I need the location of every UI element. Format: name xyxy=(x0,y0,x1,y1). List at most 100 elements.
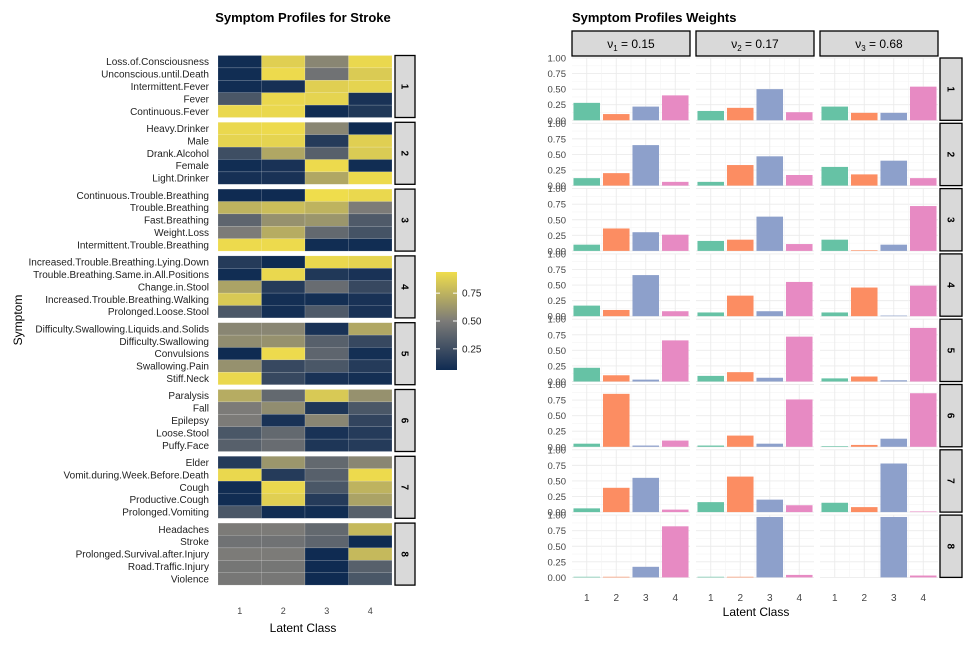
weights-panel xyxy=(572,318,690,382)
weight-symbol: ν xyxy=(855,37,861,51)
heatmap-cell xyxy=(261,522,306,536)
heatmap-cell xyxy=(304,347,349,361)
heatmap-cell xyxy=(304,171,349,185)
symptom-label: Prolonged.Loose.Stool xyxy=(108,307,209,318)
heatmap-cell xyxy=(217,134,262,148)
weight-bar xyxy=(785,175,813,186)
heatmap-cell xyxy=(304,292,349,306)
heatmap-cell xyxy=(348,122,393,135)
weights-row-2: 0.00 0.25 0.50 0.75 1.00 2 xyxy=(548,119,963,192)
weights-y-tick-label: 0.50 xyxy=(548,542,567,553)
symptom-label: Continuous.Trouble.Breathing xyxy=(77,191,210,202)
weight-bar xyxy=(821,106,849,121)
heatmap-cell xyxy=(261,334,306,348)
heatmap-cell xyxy=(348,201,393,215)
symptom-label: Weight.Loss xyxy=(154,228,209,239)
colorbar-tick-label: 0.75 xyxy=(462,289,482,300)
weight-bar xyxy=(573,508,601,513)
weights-row-label: 3 xyxy=(945,217,956,223)
weights-row-label: 7 xyxy=(945,478,956,484)
symptom-label: Change.in.Stool xyxy=(138,282,209,293)
weights-panel xyxy=(696,384,814,448)
symptom-label: Loose.Stool xyxy=(156,428,209,439)
heatmap-cell xyxy=(304,493,349,507)
heatmap-cell xyxy=(348,426,393,440)
heatmap-cell xyxy=(304,67,349,81)
heatmap-cell xyxy=(304,255,349,269)
heatmap-panel-label: 6 xyxy=(399,418,410,424)
weights-panel xyxy=(820,122,938,187)
weights-y-tick-label: 1.00 xyxy=(548,54,567,65)
weight-symbol: ν xyxy=(731,37,737,51)
heatmap-cell xyxy=(304,146,349,160)
weights-y-tick-label: 0.25 xyxy=(548,492,567,503)
heatmap-panel-strip xyxy=(394,188,416,252)
symptom-label: Violence xyxy=(171,574,210,585)
weight-bar xyxy=(880,516,908,578)
weight-subscript: 1 xyxy=(613,44,618,53)
heatmap-cell xyxy=(261,505,306,519)
weight-bar xyxy=(785,112,813,121)
weight-bar xyxy=(821,446,849,447)
weight-bar xyxy=(909,285,937,317)
weights-y-tick-label: 0.50 xyxy=(548,411,567,422)
heatmap-panel-label: 7 xyxy=(399,485,410,491)
weight-bar xyxy=(697,110,725,121)
heatmap-panel-5: Difficulty.Swallowing.Liquids.and.Solids… xyxy=(35,322,416,386)
heatmap-cell xyxy=(261,572,306,586)
heatmap-cell xyxy=(348,522,393,536)
weight-bar xyxy=(573,178,601,186)
weight-bar xyxy=(632,232,660,251)
heatmap-cell xyxy=(304,572,349,586)
heatmap-cell xyxy=(348,334,393,348)
weights-row-3: 0.00 0.25 0.50 0.75 1.00 3 xyxy=(548,184,963,257)
heatmap-cell xyxy=(217,292,262,306)
weight-bar xyxy=(880,463,908,513)
heatmap-cell xyxy=(261,188,306,202)
heatmap-cell xyxy=(304,104,349,118)
symptom-label: Puffy.Face xyxy=(162,441,209,452)
heatmap-cell xyxy=(348,372,393,385)
weights-y-tick-label: 1.00 xyxy=(548,315,567,326)
symptom-label: Increased.Trouble.Breathing.Walking xyxy=(45,295,209,306)
heatmap-cell xyxy=(348,468,393,482)
heatmap-cell xyxy=(348,238,393,252)
weight-bar xyxy=(632,275,660,317)
weights-row-8: 0.00 0.25 0.50 0.75 1.00 8 xyxy=(548,511,963,584)
weights-x-tick-label: 2 xyxy=(737,593,743,604)
heatmap-panel-label: 3 xyxy=(399,217,410,223)
heatmap-cell xyxy=(348,159,393,173)
weight-bar xyxy=(573,244,601,251)
heatmap-panel-label: 1 xyxy=(399,84,410,90)
symptom-label: Paralysis xyxy=(168,391,209,402)
heatmap-panel-strip xyxy=(394,54,416,119)
weight-bar xyxy=(632,566,660,578)
weight-bar xyxy=(821,239,849,251)
heatmap-cell xyxy=(217,268,262,281)
weight-bar xyxy=(602,487,630,513)
weight-bar xyxy=(880,160,908,186)
heatmap-cell xyxy=(217,560,262,573)
heatmap-cell xyxy=(217,159,262,173)
heatmap-title: Symptom Profiles for Stroke xyxy=(215,10,391,25)
heatmap-cell xyxy=(217,480,262,494)
symptom-label: Light.Drinker xyxy=(152,174,209,185)
weight-bar xyxy=(661,509,689,513)
heatmap-cell xyxy=(261,226,306,239)
heatmap-panel-strip xyxy=(394,388,416,453)
heatmap-panels: Loss.of.Consciousness Unconscious.until.D… xyxy=(29,54,416,616)
heatmap-cell xyxy=(304,55,349,69)
heatmap-y-axis-label: Symptom xyxy=(11,295,25,346)
heatmap-cell xyxy=(304,322,349,336)
heatmap-cell xyxy=(348,572,393,586)
weight-bar xyxy=(632,477,660,513)
weight-bar xyxy=(602,393,630,447)
weight-subscript: 3 xyxy=(861,44,866,53)
heatmap-cell xyxy=(261,268,306,281)
weights-header-label: ν3 = 0.68 xyxy=(855,37,903,53)
weight-bar xyxy=(726,107,754,121)
weight-bar xyxy=(632,145,660,186)
symptom-label: Vomit.during.Week.Before.Death xyxy=(64,470,209,481)
heatmap-cell xyxy=(261,547,306,561)
weight-bar xyxy=(756,89,784,121)
